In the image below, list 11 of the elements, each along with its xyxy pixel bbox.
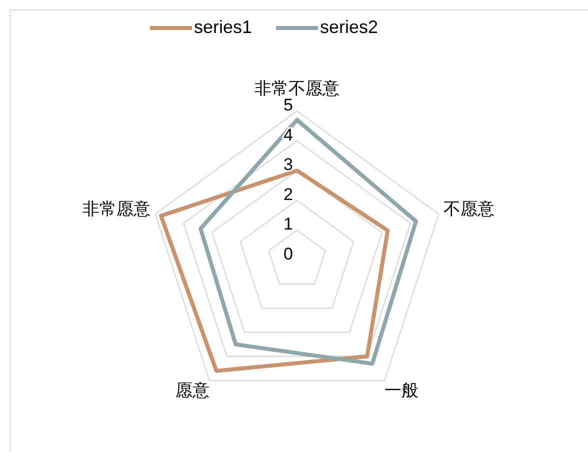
y-tick-label: 0 (284, 244, 293, 264)
spoke-label: 愿意 (176, 380, 210, 400)
y-tick-label: 1 (284, 214, 293, 234)
legend-label: series1 (194, 16, 252, 37)
spoke-label: 不愿意 (443, 199, 494, 218)
y-tick-label: 4 (284, 125, 293, 144)
legend-label: series2 (320, 16, 378, 37)
y-tick-label: 2 (284, 184, 293, 204)
spoke-label: 一般 (384, 380, 418, 400)
spoke-label: 非常愿意 (82, 199, 151, 218)
y-tick-label: 3 (284, 155, 293, 174)
